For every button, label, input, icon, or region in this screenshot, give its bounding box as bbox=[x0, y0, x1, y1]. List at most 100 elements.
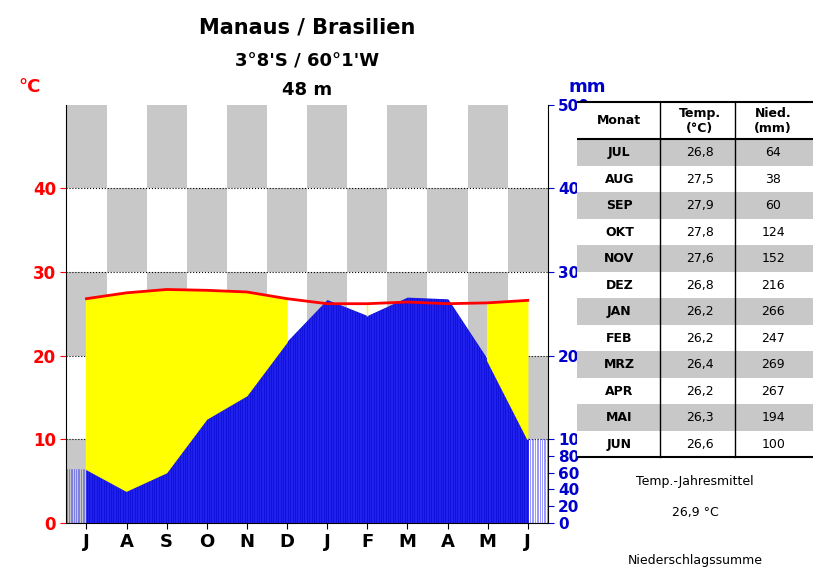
Bar bbox=[467, 272, 508, 356]
Text: DEZ: DEZ bbox=[606, 278, 633, 292]
Text: Nied.
(mm): Nied. (mm) bbox=[754, 106, 792, 135]
Text: 26,3: 26,3 bbox=[686, 411, 714, 424]
Text: 26,6: 26,6 bbox=[686, 437, 714, 450]
Bar bbox=[467, 188, 508, 272]
Text: 26,9 °C: 26,9 °C bbox=[671, 506, 719, 519]
Bar bbox=[187, 439, 227, 523]
Text: 38: 38 bbox=[765, 173, 781, 185]
Bar bbox=[66, 439, 106, 523]
Bar bbox=[508, 105, 548, 188]
Text: 26,2: 26,2 bbox=[686, 332, 714, 345]
Bar bbox=[267, 272, 307, 356]
Text: 194: 194 bbox=[761, 411, 785, 424]
Bar bbox=[347, 356, 388, 439]
Bar bbox=[307, 188, 347, 272]
FancyBboxPatch shape bbox=[577, 404, 813, 431]
Bar bbox=[106, 439, 147, 523]
Bar bbox=[147, 105, 187, 188]
Bar bbox=[508, 439, 548, 523]
Text: APR: APR bbox=[605, 385, 633, 397]
Bar bbox=[106, 188, 147, 272]
Text: 64: 64 bbox=[765, 146, 781, 159]
Text: 26,2: 26,2 bbox=[686, 385, 714, 397]
Bar bbox=[307, 272, 347, 356]
Text: Niederschlagssumme: Niederschlagssumme bbox=[627, 554, 763, 568]
Text: 60: 60 bbox=[765, 199, 781, 212]
Bar bbox=[388, 356, 427, 439]
Bar bbox=[147, 439, 187, 523]
FancyBboxPatch shape bbox=[577, 139, 813, 166]
Text: SEP: SEP bbox=[606, 199, 632, 212]
Text: MAI: MAI bbox=[606, 411, 632, 424]
Text: 26,8: 26,8 bbox=[686, 278, 714, 292]
Text: 152: 152 bbox=[761, 252, 785, 265]
Bar bbox=[467, 356, 508, 439]
Bar bbox=[267, 439, 307, 523]
Text: JAN: JAN bbox=[607, 305, 632, 318]
FancyBboxPatch shape bbox=[577, 219, 813, 245]
Bar bbox=[227, 439, 267, 523]
Bar bbox=[106, 356, 147, 439]
FancyBboxPatch shape bbox=[577, 272, 813, 298]
Bar bbox=[388, 188, 427, 272]
Bar bbox=[66, 105, 106, 188]
Text: 27,6: 27,6 bbox=[686, 252, 714, 265]
Text: 100: 100 bbox=[761, 437, 785, 450]
Bar bbox=[347, 439, 388, 523]
Bar bbox=[227, 188, 267, 272]
FancyBboxPatch shape bbox=[577, 431, 813, 457]
Text: JUL: JUL bbox=[608, 146, 631, 159]
Text: 27,5: 27,5 bbox=[686, 173, 714, 185]
Bar bbox=[427, 188, 467, 272]
Text: NOV: NOV bbox=[604, 252, 635, 265]
Bar bbox=[187, 105, 227, 188]
Text: AUG: AUG bbox=[605, 173, 634, 185]
Bar bbox=[347, 105, 388, 188]
Text: 269: 269 bbox=[761, 358, 785, 371]
Bar bbox=[267, 188, 307, 272]
Bar bbox=[388, 105, 427, 188]
Bar bbox=[187, 188, 227, 272]
Text: °C: °C bbox=[18, 78, 41, 96]
Text: 247: 247 bbox=[761, 332, 785, 345]
FancyBboxPatch shape bbox=[577, 245, 813, 272]
Text: Temp.-Jahresmittel: Temp.-Jahresmittel bbox=[637, 475, 754, 488]
Bar bbox=[508, 272, 548, 356]
FancyBboxPatch shape bbox=[577, 192, 813, 219]
Text: 124: 124 bbox=[761, 225, 785, 239]
Bar bbox=[307, 356, 347, 439]
Bar bbox=[427, 272, 467, 356]
Bar bbox=[508, 188, 548, 272]
Bar bbox=[147, 272, 187, 356]
FancyBboxPatch shape bbox=[577, 352, 813, 378]
Bar bbox=[227, 356, 267, 439]
Text: 26,4: 26,4 bbox=[686, 358, 714, 371]
Text: Manaus / Brasilien: Manaus / Brasilien bbox=[199, 17, 415, 37]
Bar bbox=[147, 188, 187, 272]
Bar bbox=[66, 272, 106, 356]
Text: OKT: OKT bbox=[605, 225, 634, 239]
Text: mm: mm bbox=[568, 78, 606, 96]
Bar bbox=[307, 439, 347, 523]
Text: Monat: Monat bbox=[598, 114, 642, 127]
FancyBboxPatch shape bbox=[577, 325, 813, 352]
Text: 26,2: 26,2 bbox=[686, 305, 714, 318]
Bar bbox=[467, 105, 508, 188]
Text: 267: 267 bbox=[761, 385, 785, 397]
Bar bbox=[187, 272, 227, 356]
Text: 27,9: 27,9 bbox=[686, 199, 714, 212]
Bar bbox=[106, 272, 147, 356]
Bar bbox=[307, 105, 347, 188]
Bar bbox=[427, 439, 467, 523]
Bar bbox=[66, 356, 106, 439]
Text: MRZ: MRZ bbox=[604, 358, 635, 371]
FancyBboxPatch shape bbox=[577, 378, 813, 404]
Bar bbox=[388, 439, 427, 523]
Text: 48 m: 48 m bbox=[282, 81, 332, 99]
Text: 3°8'S / 60°1'W: 3°8'S / 60°1'W bbox=[235, 52, 379, 70]
Bar bbox=[427, 356, 467, 439]
Bar bbox=[388, 272, 427, 356]
Bar bbox=[267, 105, 307, 188]
Bar bbox=[66, 188, 106, 272]
Text: Temp.
(°C): Temp. (°C) bbox=[679, 106, 721, 135]
